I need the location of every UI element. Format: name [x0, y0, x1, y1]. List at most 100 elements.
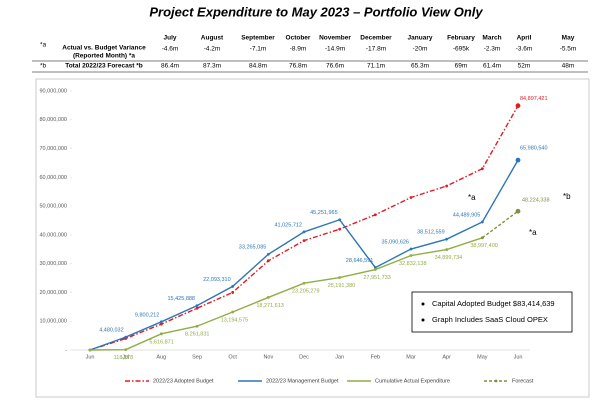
data-label: 4,480,032: [99, 328, 123, 334]
data-label: 13,194,575: [221, 317, 249, 323]
data-label: 38,512,559: [417, 230, 445, 236]
point: [445, 248, 449, 251]
data-label: 48,224,338: [522, 198, 550, 204]
point: [159, 332, 163, 336]
point: [409, 196, 413, 199]
row-label: Actual vs. Budget Variance: [62, 45, 146, 52]
month-header: December: [360, 35, 392, 42]
point: [445, 237, 449, 241]
point: [159, 322, 163, 326]
row-label: (Reported Month) *a: [73, 53, 135, 60]
x-tick-label: Nov: [263, 354, 273, 360]
note-box: [411, 291, 573, 333]
point: [266, 259, 270, 263]
data-label: 32,832,138: [399, 261, 427, 267]
data-label: 25,191,380: [328, 283, 356, 289]
x-tick-label: May: [477, 354, 488, 360]
series-line: [89, 237, 483, 351]
y-tick-label: 90,000,000: [39, 88, 67, 94]
y-tick-label: 20,000,000: [39, 290, 67, 296]
data-label: 5,616,871: [149, 339, 173, 345]
page-title: Project Expenditure to May 2023 – Portfo…: [149, 4, 483, 19]
point: [266, 252, 270, 256]
cell: 76.8m: [289, 63, 307, 70]
x-tick-label: Mar: [406, 354, 416, 360]
series-line: [481, 210, 519, 239]
y-tick-label: 10,000,000: [39, 319, 67, 325]
month-header: July: [163, 35, 176, 42]
cell: -4.6m: [162, 46, 179, 53]
legend-label: Cumulative Actual Expenditure: [375, 378, 450, 384]
annotation: *b: [563, 192, 571, 201]
point: [88, 348, 92, 352]
cell: 86.4m: [161, 63, 179, 70]
x-tick-label: Oct: [228, 354, 237, 360]
x-tick-label: Feb: [371, 354, 380, 360]
data-label: 118,278: [114, 355, 133, 361]
month-header: February: [447, 35, 475, 42]
x-tick-label: Apr: [442, 354, 451, 360]
x-tick-label: Sep: [192, 354, 202, 360]
cell: -4.2m: [204, 46, 221, 53]
month-header: November: [319, 35, 351, 42]
point: [373, 266, 377, 269]
point: [515, 157, 521, 163]
month-header: January: [408, 35, 433, 42]
point: [338, 276, 342, 279]
data-label: 41,025,712: [274, 222, 302, 228]
point: [302, 230, 306, 234]
point: [338, 218, 342, 222]
point: [373, 213, 377, 217]
data-label: 15,425,888: [167, 296, 195, 302]
data-label: 18,271,613: [256, 303, 284, 309]
point: [480, 236, 484, 240]
month-header: September: [241, 35, 275, 42]
row-marker: *b: [40, 63, 47, 70]
data-label: 84,897,421: [520, 96, 548, 102]
month-header: March: [482, 35, 501, 42]
annotation: *a: [468, 193, 476, 202]
point: [124, 348, 128, 352]
cell: 84.8m: [249, 63, 267, 70]
cell: -695k: [453, 46, 470, 53]
cell: 65.3m: [411, 63, 429, 70]
note: Capital Adopted Budget $83,414,639: [432, 299, 555, 308]
data-label: 44,489,905: [453, 212, 481, 218]
cell: 71.1m: [367, 63, 385, 70]
cell: -5.5m: [560, 46, 577, 53]
point: [266, 296, 270, 299]
data-label: 38,997,400: [470, 243, 498, 249]
cell: 87.3m: [203, 63, 221, 70]
month-header: May: [562, 35, 575, 42]
data-label: 35,090,626: [381, 239, 409, 245]
point: [302, 281, 306, 285]
legend-label: 2022/23 Management Budget: [266, 378, 339, 384]
y-tick-label: 60,000,000: [39, 175, 67, 181]
data-label: 34,899,734: [435, 255, 463, 261]
note: Graph Includes SaaS Cloud OPEX: [432, 315, 548, 324]
x-tick-label: Jan: [335, 354, 344, 360]
bullet: [421, 318, 425, 322]
point: [515, 103, 521, 109]
y-tick-label: 50,000,000: [39, 204, 67, 210]
bullet: [421, 302, 425, 306]
data-label: 45,251,965: [310, 210, 338, 216]
point: [409, 247, 413, 251]
point: [231, 285, 235, 288]
point: [445, 184, 449, 188]
cell: -14.9m: [325, 46, 345, 53]
point: [195, 304, 199, 308]
cell: 48m: [562, 63, 575, 70]
cell: 69m: [455, 63, 468, 70]
cell: 76.6m: [326, 63, 344, 70]
point: [231, 310, 235, 314]
cell: -20m: [413, 46, 428, 53]
x-tick-label: Aug: [156, 354, 166, 360]
point: [373, 268, 377, 271]
cell: -3.6m: [516, 46, 533, 53]
point: [195, 324, 199, 328]
x-tick-label: Jul: [122, 354, 129, 360]
data-label: 33,265,085: [239, 245, 267, 251]
